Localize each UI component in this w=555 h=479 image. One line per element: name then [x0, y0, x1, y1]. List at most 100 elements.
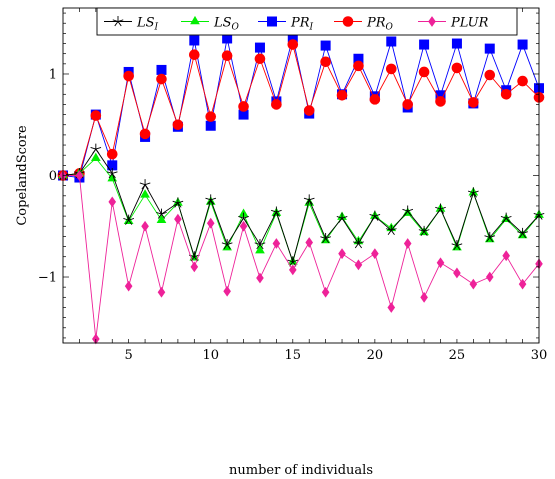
ticks-layer: 5 10 15 20 25 30 −1 0 1	[38, 8, 547, 363]
data-point-ls-i	[287, 256, 299, 267]
legend-item-pr-o: PRO	[334, 16, 394, 33]
data-point-ls-o	[90, 152, 101, 162]
data-point-ls-o	[255, 245, 265, 254]
legend-marker	[267, 16, 277, 27]
data-point-plur	[387, 302, 396, 313]
legend-label: PLUR	[450, 16, 489, 31]
data-point-pr-i	[222, 33, 233, 44]
data-point-ls-i	[90, 143, 102, 154]
data-point-ls-i	[435, 203, 446, 214]
data-point-ls-i	[353, 238, 364, 249]
legend-label-main: LS	[213, 16, 232, 31]
data-point-pr-o	[451, 62, 463, 74]
data-point-plur	[108, 196, 117, 208]
data-point-pr-o	[156, 73, 167, 85]
data-point-ls-i	[303, 194, 315, 205]
data-point-pr-o	[139, 128, 151, 140]
data-point-pr-o	[238, 101, 249, 112]
data-point-pr-i	[484, 43, 495, 54]
data-point-pr-o	[369, 94, 381, 105]
data-point-plur	[92, 333, 100, 345]
y-axis-label: CopelandScore	[15, 125, 30, 226]
data-point-pr-o	[500, 88, 512, 100]
data-point-ls-i	[172, 197, 184, 208]
data-point-pr-o	[254, 53, 266, 65]
data-point-ls-i	[451, 240, 463, 251]
data-point-ls-i	[369, 210, 381, 221]
data-point-ls-i	[271, 206, 282, 217]
data-point-pr-i	[320, 40, 331, 51]
data-point-pr-i	[451, 38, 462, 49]
data-point-plur	[174, 213, 182, 225]
legend-item-plur: PLUR	[418, 16, 489, 31]
legend-label: PRO	[366, 16, 394, 33]
data-point-plur	[485, 271, 494, 283]
data-point-pr-o	[517, 75, 528, 87]
series-ls-i	[57, 143, 545, 267]
x-tick-label: 10	[202, 348, 219, 363]
data-point-plur	[124, 280, 133, 292]
legend-marker	[342, 16, 354, 27]
data-point-pr-o	[205, 111, 217, 122]
legend-label-sub: O	[386, 23, 394, 33]
data-point-plur	[403, 238, 412, 249]
legend-label: LSO	[213, 16, 240, 33]
data-point-plur	[141, 220, 149, 232]
data-point-pr-i	[156, 64, 167, 75]
data-point-pr-i	[189, 35, 200, 46]
data-point-ls-i	[205, 194, 217, 205]
data-point-plur	[502, 250, 510, 262]
x-tick-label: 30	[531, 348, 548, 363]
data-point-pr-o	[435, 96, 446, 107]
legend-item-ls-o: LSO	[181, 16, 240, 33]
data-point-plur	[272, 238, 281, 249]
data-point-pr-i	[353, 53, 364, 64]
data-point-plur	[190, 261, 199, 273]
legend-item-ls-i: LSI	[104, 16, 159, 33]
data-point-plur	[239, 220, 248, 232]
data-point-pr-i	[386, 36, 397, 47]
series-line-pr-o	[62, 42, 540, 176]
legend-label: LSI	[136, 16, 159, 33]
data-point-plur	[157, 286, 166, 298]
series-ls-o	[58, 152, 544, 265]
data-point-plur	[469, 278, 478, 290]
data-point-pr-i	[435, 90, 446, 101]
series-line-plur	[63, 175, 540, 339]
data-point-pr-i	[517, 39, 528, 50]
legend-label-main: PR	[366, 16, 386, 31]
data-point-ls-i	[517, 227, 528, 239]
data-point-plur	[75, 170, 84, 181]
legend-item-pr-i: PRI	[258, 16, 314, 33]
data-point-plur	[354, 259, 363, 271]
data-point-pr-i	[419, 39, 430, 50]
data-point-ls-i	[500, 212, 512, 223]
data-point-ls-i	[238, 212, 249, 223]
legend-label: PRI	[290, 16, 314, 33]
data-point-ls-i	[254, 239, 266, 250]
data-point-plur	[453, 267, 461, 279]
data-point-ls-i	[123, 214, 135, 225]
legend: LSI LSO PRI PRO PLUR	[96, 7, 518, 36]
series-plur	[59, 170, 543, 345]
legend-marker	[190, 15, 200, 25]
data-point-pr-o	[402, 99, 413, 110]
y-tick-label: 0	[49, 169, 57, 184]
series-layer	[57, 32, 545, 345]
legend-marker	[428, 16, 436, 27]
legend-marker	[112, 16, 124, 27]
y-tick-label: 1	[49, 67, 57, 82]
data-point-pr-o	[123, 70, 134, 82]
data-point-pr-o	[287, 39, 299, 50]
series-pr-o	[57, 39, 545, 181]
data-point-plur	[305, 237, 314, 248]
data-point-ls-i	[156, 208, 167, 219]
y-tick-label: −1	[38, 271, 57, 286]
data-point-ls-i	[336, 212, 348, 223]
data-point-plur	[338, 248, 346, 260]
data-point-plur	[288, 264, 297, 276]
data-point-pr-o	[385, 63, 397, 75]
data-point-pr-i	[254, 42, 265, 53]
legend-label-main: PLUR	[450, 16, 489, 31]
